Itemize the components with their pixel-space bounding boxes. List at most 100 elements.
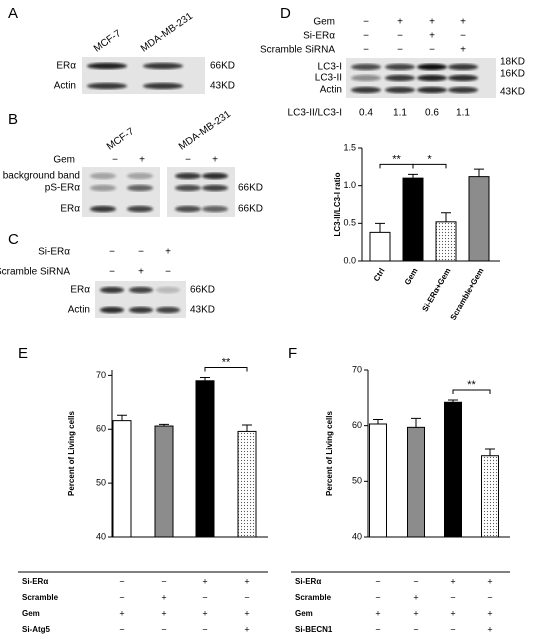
- y-axis-label: LC3-II/LC3-I ratio: [333, 172, 342, 236]
- row-name: ERα: [70, 285, 90, 296]
- size-label: 66KD: [190, 285, 215, 296]
- blot-band: [351, 86, 381, 94]
- condition-mark: −: [244, 592, 249, 602]
- condition-mark: +: [487, 576, 492, 586]
- bar: [435, 221, 457, 262]
- error-bar: [375, 222, 385, 233]
- blot-band: [100, 286, 124, 294]
- y-tick-label: 60: [96, 424, 106, 434]
- condition-mark: +: [244, 624, 249, 634]
- condition-mark: −: [450, 624, 455, 634]
- y-tick-label: 50: [96, 478, 106, 488]
- significance-label: **: [222, 356, 231, 368]
- condition-mark: +: [413, 592, 418, 602]
- condition-name: Gem: [22, 609, 40, 618]
- blot-band: [100, 306, 124, 314]
- condition-mark: −: [363, 17, 369, 28]
- column-label: MCF-7: [105, 126, 137, 153]
- error-bar: [159, 423, 169, 427]
- error-bar: [373, 419, 383, 424]
- blot-band: [129, 286, 153, 294]
- condition-mark: −: [397, 45, 403, 56]
- ratio-value: 0.4: [359, 108, 373, 119]
- condition-mark: −: [375, 624, 380, 634]
- blot-band: [417, 86, 447, 94]
- y-tick-label: 0.0: [343, 255, 356, 265]
- blot-band: [129, 306, 153, 314]
- condition-mark: +: [202, 576, 207, 586]
- size-label: 66KD: [210, 61, 235, 72]
- condition-mark: −: [161, 576, 166, 586]
- blot-band: [90, 205, 116, 213]
- size-label: 16KD: [500, 69, 525, 80]
- condition-mark: −: [165, 267, 171, 278]
- blot-band: [87, 82, 127, 90]
- condition-mark: −: [119, 576, 124, 586]
- bar: [237, 430, 257, 538]
- bar: [154, 425, 174, 538]
- condition-mark: −: [119, 624, 124, 634]
- condition-name: Si-Atg5: [22, 625, 51, 634]
- condition-mark: −: [375, 576, 380, 586]
- row-name: ERα: [56, 61, 76, 72]
- significance-bracket: [452, 389, 491, 395]
- condition-name: Scramble SiRNA: [0, 267, 70, 278]
- blot-band: [385, 74, 415, 82]
- condition-mark: +: [161, 608, 166, 618]
- bar: [444, 401, 462, 538]
- condition-mark: −: [375, 592, 380, 602]
- panel-label: E: [18, 345, 28, 362]
- x-tick-label: Ctrl: [372, 267, 387, 283]
- x-tick-label: Si-ERα+Gem: [420, 267, 452, 314]
- condition-mark: +: [397, 17, 403, 28]
- row-name: ERα: [60, 204, 80, 215]
- blot-band: [385, 86, 415, 94]
- condition-mark: +: [244, 576, 249, 586]
- blot-band: [156, 286, 180, 294]
- condition-name: Si-ERα: [303, 31, 335, 42]
- condition-mark: +: [487, 624, 492, 634]
- condition-name: Si-ERα: [22, 577, 48, 586]
- condition-mark: +: [450, 576, 455, 586]
- ratio-value: 1.1: [456, 108, 470, 119]
- condition-mark: +: [450, 608, 455, 618]
- condition-mark: −: [429, 45, 435, 56]
- blot-band: [90, 172, 116, 180]
- condition-mark: −: [487, 592, 492, 602]
- condition-mark: +: [161, 592, 166, 602]
- blot-band: [156, 306, 180, 314]
- row-name: Actin: [320, 85, 342, 96]
- condition-mark: −: [112, 155, 118, 166]
- bar: [369, 423, 387, 538]
- error-bar: [448, 399, 458, 403]
- y-tick-label: 40: [352, 531, 362, 541]
- condition-name: Gem: [313, 17, 335, 28]
- condition-name: Si-BECN1: [295, 625, 333, 634]
- error-bar: [242, 424, 252, 432]
- size-label: 43KD: [190, 305, 215, 316]
- condition-mark: −: [109, 247, 115, 258]
- condition-mark: −: [460, 31, 466, 42]
- condition-name: Si-ERα: [38, 247, 70, 258]
- condition-mark: +: [429, 31, 435, 42]
- blot-band: [417, 74, 447, 82]
- blot-band: [351, 74, 381, 82]
- blot-band: [127, 184, 153, 192]
- blot-band: [87, 62, 127, 70]
- error-bar: [441, 212, 451, 222]
- blot-band: [143, 82, 183, 90]
- blot-band: [202, 184, 228, 192]
- y-tick-label: 70: [352, 364, 362, 374]
- x-tick-label: Scramble+Gem: [449, 267, 486, 322]
- column-label: MDA-MB-231: [139, 11, 195, 55]
- significance-label: **: [467, 379, 476, 391]
- panel-label: B: [8, 111, 18, 128]
- ratio-value: 0.6: [425, 108, 439, 119]
- condition-mark: +: [487, 608, 492, 618]
- bar: [481, 455, 499, 538]
- condition-mark: −: [413, 576, 418, 586]
- column-label: MCF-7: [92, 28, 124, 55]
- error-bar: [474, 168, 484, 177]
- blot-band: [202, 172, 228, 180]
